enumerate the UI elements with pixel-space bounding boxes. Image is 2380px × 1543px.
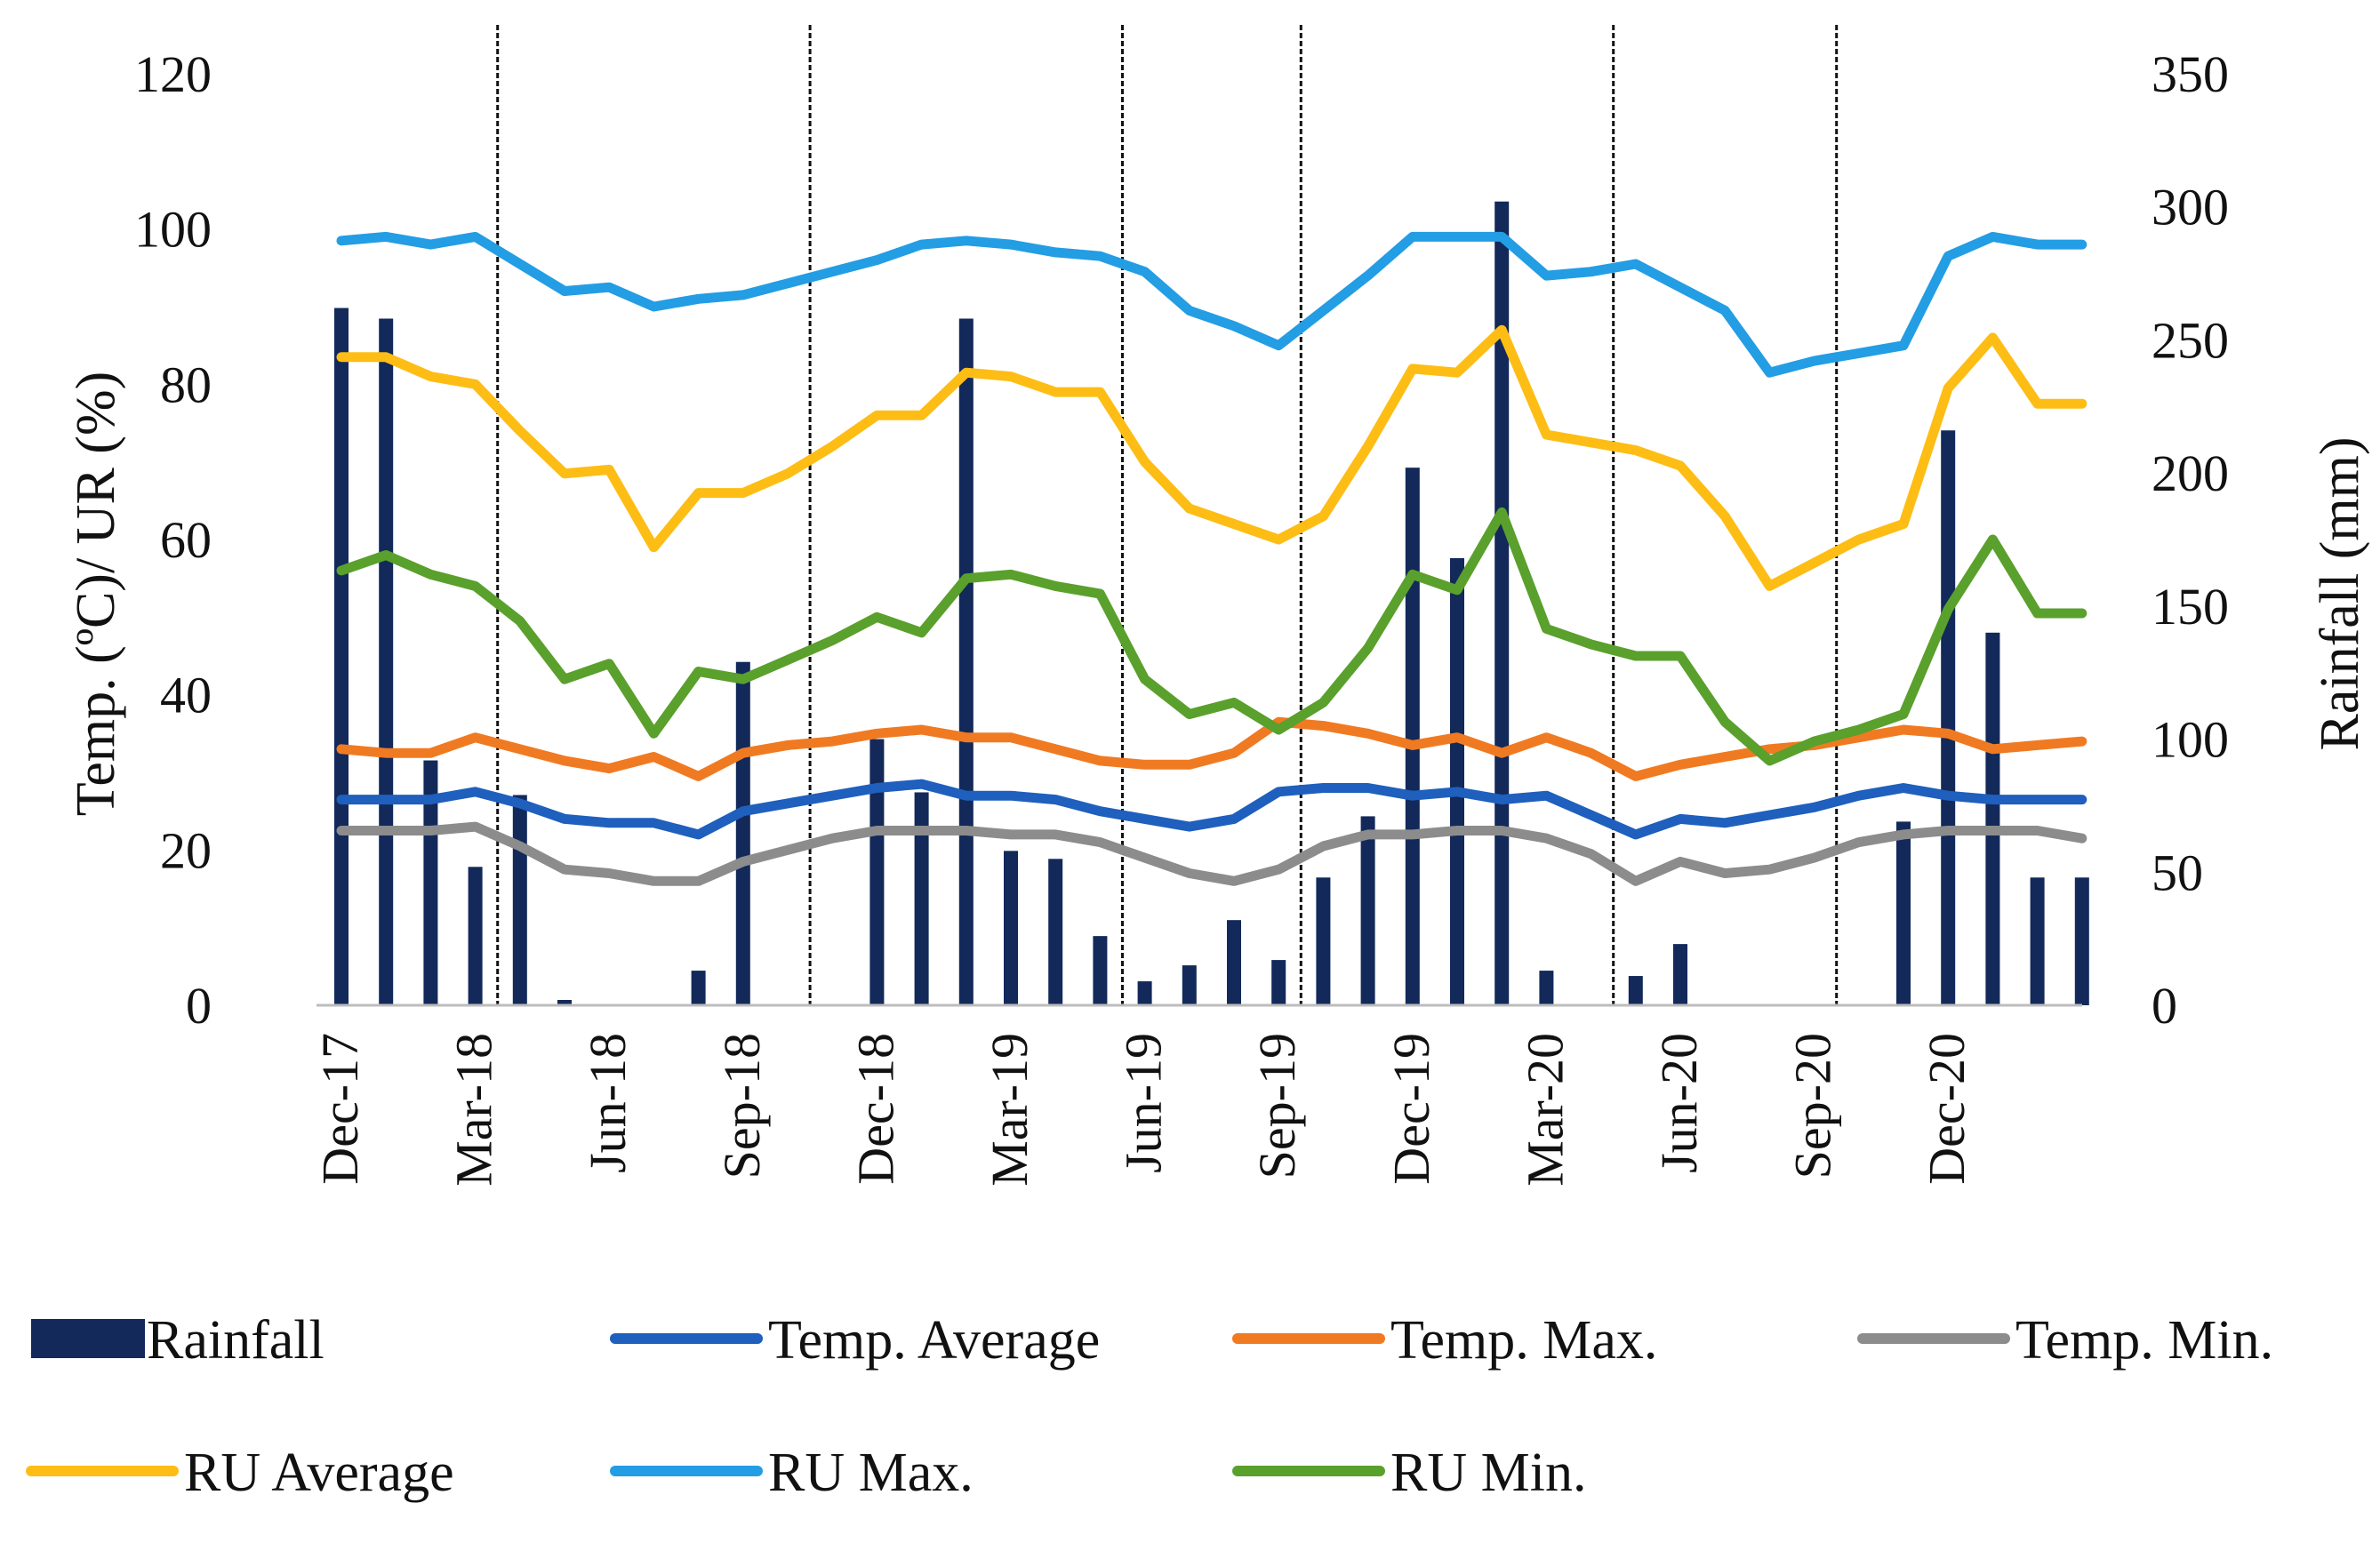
rainfall-bar-dec-19 <box>1405 468 1420 1005</box>
rainfall-bar-may-19 <box>1093 936 1108 1005</box>
left-tick-label: 60 <box>160 511 212 569</box>
legend: Rainfall Temp. Average Temp. Max. Temp. Min… <box>26 1310 2273 1503</box>
legend-item-temp-max: Temp. Max. <box>1232 1310 1657 1371</box>
rainfall-bar-feb-19 <box>958 318 974 1006</box>
right-tick-label: 300 <box>2152 179 2229 236</box>
rainfall-bar-dec-20 <box>1941 430 1956 1006</box>
rainfall-bar-nov-20 <box>1896 821 1911 1005</box>
x-tick-label: Jun-18 <box>579 1033 637 1173</box>
rainfall-bar-dec-17 <box>334 308 349 1005</box>
left-tick-label: 80 <box>160 356 212 413</box>
rainfall-bar-apr-19 <box>1048 859 1063 1005</box>
rainfall-bar-oct-19 <box>1316 877 1331 1005</box>
rainfall-bar-jan-20 <box>1450 557 1464 1005</box>
left-tick-label: 0 <box>186 977 212 1035</box>
rainfall-bar-mar-19 <box>1004 851 1018 1005</box>
left-tick-label: 20 <box>160 821 212 879</box>
left-tick-label: 40 <box>160 667 212 724</box>
series-line-temp-max <box>336 716 2088 781</box>
series-line-ru-average <box>336 324 2088 591</box>
period-dividers <box>496 25 1839 1005</box>
rainfall-bar-apr-18 <box>512 795 527 1005</box>
x-tick-label: Mar-18 <box>445 1033 503 1187</box>
right-tick-label: 150 <box>2152 578 2229 636</box>
x-tick-label: Mar-19 <box>981 1033 1038 1187</box>
x-tick-label: Sep-19 <box>1248 1033 1306 1179</box>
legend-item-ru-max: RU Max. <box>610 1443 974 1503</box>
right-tick-label: 350 <box>2152 45 2229 103</box>
legend-item-temp-average: Temp. Average <box>610 1310 1100 1371</box>
rainfall-bar-mar-18 <box>468 867 483 1005</box>
left-axis-title: Temp. (ºC)/ UR (%) <box>66 372 126 816</box>
x-tick-label: Sep-20 <box>1784 1033 1842 1179</box>
left-tick-label: 120 <box>134 45 212 103</box>
x-tick-label: Jun-20 <box>1650 1033 1708 1173</box>
rainfall-bar-may-20 <box>1628 976 1643 1005</box>
right-tick-label: 0 <box>2152 977 2177 1035</box>
legend-item-ru-average: RU Average <box>26 1443 454 1503</box>
rainfall-bar-feb-18 <box>423 760 438 1005</box>
x-tick-label: Mar-20 <box>1516 1033 1574 1187</box>
rainfall-bar-feb-20 <box>1495 201 1510 1005</box>
legend-item-rainfall: Rainfall <box>31 1310 325 1371</box>
series-line-ru-max <box>336 231 2088 378</box>
legend-label: Rainfall <box>147 1310 325 1371</box>
rainfall-bar-feb-21 <box>2030 877 2045 1005</box>
legend-item-ru-min: RU Min. <box>1232 1443 1586 1503</box>
x-tick-label: Sep-18 <box>713 1033 771 1179</box>
x-tick-label: Dec-18 <box>846 1033 904 1185</box>
left-axis-ticks: 0 20 40 60 80 100 120 <box>134 45 212 1035</box>
left-tick-label: 100 <box>134 201 212 259</box>
rainfall-bar-sep-18 <box>735 661 750 1005</box>
rainfall-bar-jan-21 <box>1985 632 2000 1005</box>
rainfall-bar-may-18 <box>557 1000 572 1005</box>
series-line-temp-min <box>336 821 2088 886</box>
rainfall-bar-jan-18 <box>379 318 394 1006</box>
legend-swatch-bar <box>31 1319 145 1358</box>
x-tick-label: Dec-19 <box>1382 1033 1440 1185</box>
rainfall-bar-dec-18 <box>869 739 885 1005</box>
series-line-ru-min <box>336 507 2088 766</box>
legend-label: Temp. Min. <box>2015 1310 2273 1371</box>
right-axis-title: Rainfall (mm) <box>2310 437 2370 751</box>
legend-label: RU Max. <box>768 1443 974 1503</box>
legend-label: Temp. Max. <box>1390 1310 1657 1371</box>
right-tick-label: 250 <box>2152 311 2229 369</box>
legend-label: Temp. Average <box>768 1310 1100 1371</box>
x-axis-ticks: Dec-17 Mar-18 Jun-18 Sep-18 Dec-18 Mar-19 Jun-… <box>311 1033 1975 1187</box>
rainfall-bar-jul-19 <box>1182 965 1197 1005</box>
x-tick-label: Dec-17 <box>311 1033 369 1185</box>
rainfall-bar-sep-19 <box>1271 960 1286 1005</box>
legend-item-temp-min: Temp. Min. <box>1857 1310 2273 1371</box>
line-series <box>336 231 2088 886</box>
x-tick-label: Jun-19 <box>1115 1033 1173 1173</box>
right-tick-label: 50 <box>2152 843 2203 901</box>
rainfall-bar-jun-20 <box>1673 944 1687 1005</box>
right-axis-ticks: 0 50 100 150 200 250 300 350 <box>2152 45 2229 1035</box>
series-line-temp-average <box>336 779 2088 840</box>
right-tick-label: 100 <box>2152 711 2229 769</box>
rainfall-bar-nov-19 <box>1360 816 1375 1005</box>
rainfall-bar-aug-18 <box>691 971 706 1005</box>
legend-label: RU Min. <box>1390 1443 1586 1503</box>
legend-label: RU Average <box>184 1443 454 1503</box>
rainfall-bar-aug-19 <box>1227 920 1241 1005</box>
x-tick-label: Dec-20 <box>1918 1033 1975 1185</box>
rainfall-bar-jun-19 <box>1137 981 1152 1005</box>
rainfall-bar-mar-20 <box>1539 971 1554 1005</box>
rainfall-bar-jan-19 <box>914 792 929 1005</box>
rainfall-bar-mar-21 <box>2074 877 2089 1005</box>
right-tick-label: 200 <box>2152 444 2229 502</box>
